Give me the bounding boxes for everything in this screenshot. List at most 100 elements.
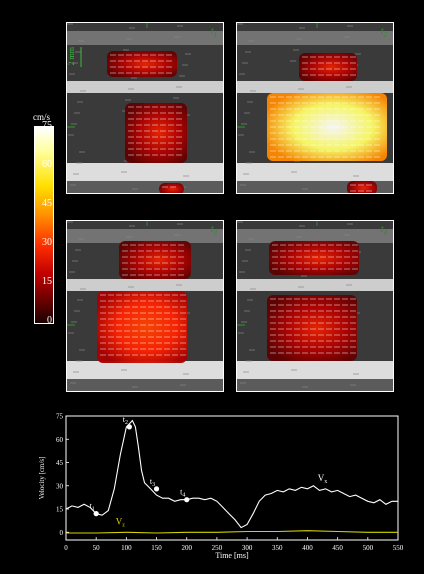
speckle — [250, 90, 256, 92]
speckle — [129, 225, 135, 227]
speckle — [244, 112, 250, 114]
panel-time-label: t4 — [380, 224, 387, 237]
speckle — [180, 384, 186, 386]
y-tick-label: 30 — [56, 482, 64, 490]
speckle — [78, 40, 84, 42]
speckle — [242, 260, 248, 262]
speckle — [290, 60, 296, 62]
vessel-wall — [67, 163, 223, 181]
panel-image — [237, 23, 393, 193]
tissue-band — [237, 379, 393, 391]
scale-bar-label: 2 mm — [67, 47, 76, 66]
speckle — [177, 223, 183, 225]
tissue-band — [67, 229, 223, 243]
speckle — [121, 369, 127, 371]
speckle — [355, 53, 361, 55]
speckle — [246, 360, 252, 362]
time-marker-label: t2 — [123, 415, 128, 426]
plot-frame — [65, 415, 399, 541]
tissue-band — [237, 229, 393, 243]
flow-region — [269, 241, 359, 275]
velocity-colorbar — [34, 126, 54, 324]
flow-region — [97, 291, 187, 363]
ultrasound-panel-t3: t3 — [66, 220, 224, 392]
speckle — [177, 25, 183, 27]
tissue-band — [67, 181, 223, 193]
speckle — [131, 77, 137, 79]
x-axis-label: Time [ms] — [215, 551, 249, 560]
speckle — [247, 101, 253, 103]
speckle — [179, 75, 185, 77]
speckle — [291, 369, 297, 371]
y-tick-label: 0 — [60, 529, 64, 537]
panel-time-label: t1 — [210, 26, 217, 39]
tissue-band — [67, 379, 223, 391]
vessel-wall — [237, 361, 393, 379]
speckle — [248, 238, 254, 240]
series-line-vz — [66, 530, 398, 534]
flow-region — [299, 53, 357, 81]
flow-region — [107, 51, 177, 77]
speckle — [183, 373, 189, 375]
time-marker-point — [93, 511, 99, 517]
speckle — [237, 23, 243, 25]
speckle — [241, 321, 247, 323]
speckle — [70, 382, 76, 384]
x-tick-label: 150 — [151, 544, 162, 552]
speckle — [296, 38, 302, 40]
panel-image — [67, 23, 223, 193]
y-tick-label: 45 — [56, 459, 64, 467]
ultrasound-panel-t1: t1 2 mm — [66, 22, 224, 194]
speckle — [73, 371, 79, 373]
speckle — [296, 236, 302, 238]
speckle — [344, 234, 350, 236]
speckle — [68, 134, 74, 136]
vessel-wall — [67, 279, 223, 291]
x-tick-label: 250 — [212, 544, 223, 552]
speckle — [132, 386, 138, 388]
y-tick-label: 60 — [56, 436, 64, 444]
speckle — [78, 238, 84, 240]
speckle — [123, 49, 129, 51]
speckle — [299, 27, 305, 29]
speckle — [176, 284, 182, 286]
x-tick-label: 200 — [181, 544, 192, 552]
speckle — [125, 99, 131, 101]
speckle — [79, 151, 85, 153]
speckle — [250, 288, 256, 290]
speckle — [174, 36, 180, 38]
flow-region — [159, 183, 184, 193]
x-tick-label: 100 — [121, 544, 132, 552]
speckle — [242, 62, 248, 64]
speckle — [239, 271, 245, 273]
speckle — [347, 25, 353, 27]
x-tick-label: 550 — [393, 544, 404, 552]
series-annotation: Vz — [116, 517, 126, 529]
speckle — [344, 36, 350, 38]
x-tick-label: 300 — [242, 544, 253, 552]
speckle — [121, 171, 127, 173]
speckle — [183, 175, 189, 177]
speckle — [72, 260, 78, 262]
speckle — [350, 384, 356, 386]
speckle — [302, 188, 308, 190]
speckle — [75, 249, 81, 251]
speckle — [244, 310, 250, 312]
x-tick-label: 500 — [363, 544, 374, 552]
speckle — [346, 86, 352, 88]
speckle — [346, 284, 352, 286]
colorbar-tick: 30 — [42, 237, 52, 248]
velocity-graph: 0 50 100 150 200 250 300 350 400 450 500 550 0 15 30 45… — [38, 413, 404, 561]
time-marker-label: t1 — [90, 502, 95, 513]
speckle — [79, 349, 85, 351]
vessel-wall — [237, 81, 393, 93]
speckle — [74, 310, 80, 312]
speckle — [353, 373, 359, 375]
colorbar-tick: 15 — [42, 276, 52, 287]
speckle — [353, 175, 359, 177]
series-annotation: Vx — [318, 473, 328, 485]
tissue-band — [67, 31, 223, 45]
speckle — [240, 184, 246, 186]
time-marker-point — [184, 497, 190, 503]
colorbar-tick: 60 — [42, 159, 52, 170]
